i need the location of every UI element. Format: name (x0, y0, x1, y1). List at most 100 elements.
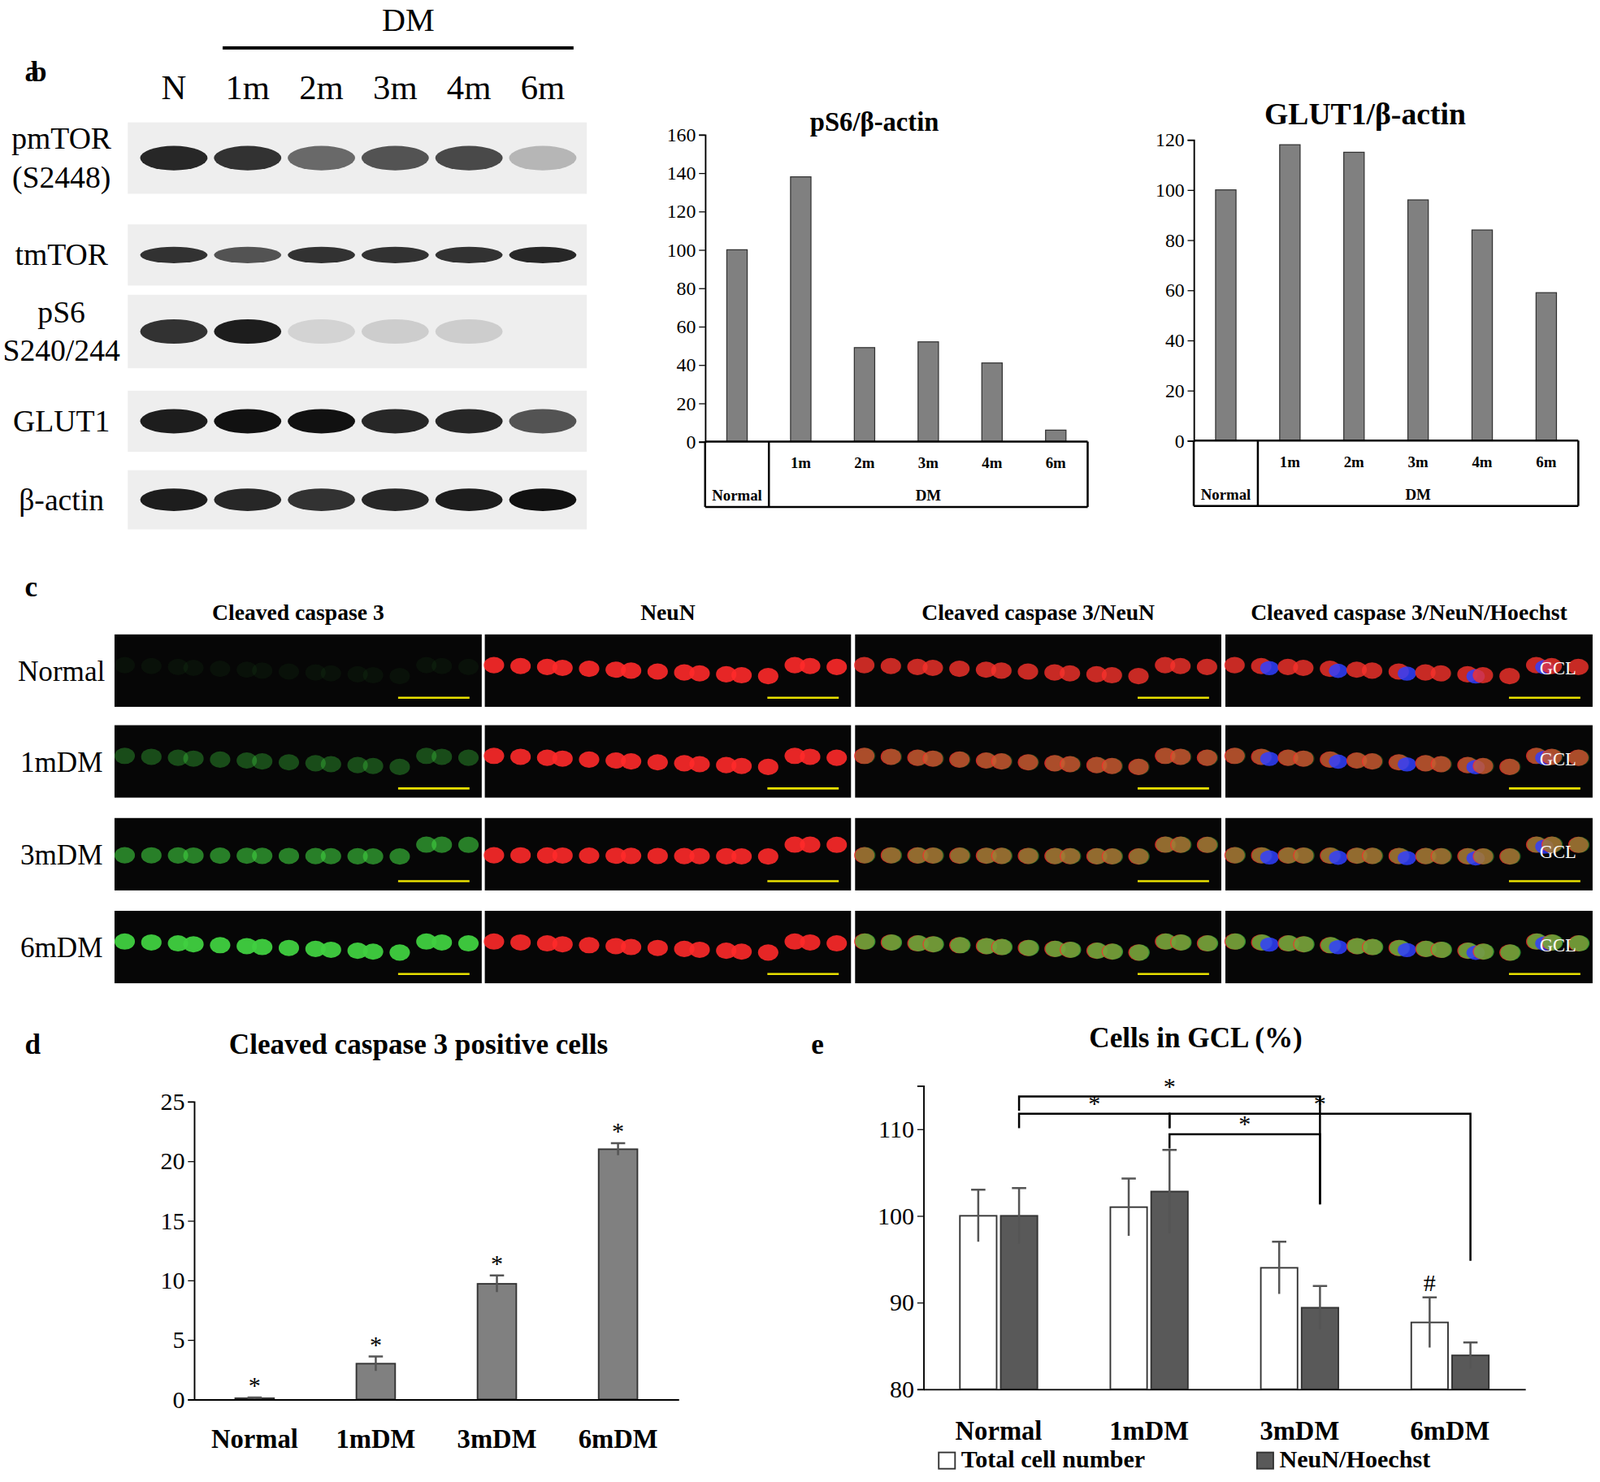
cell-red (826, 935, 847, 952)
scale-bar (767, 787, 839, 790)
cell-red (689, 941, 710, 959)
cell-green (458, 935, 479, 952)
cell-green (1294, 750, 1315, 768)
y-tick: 5 (172, 1326, 194, 1354)
error-bar (971, 1189, 986, 1242)
cell-red (578, 660, 599, 677)
column-title: NeuN (640, 599, 696, 625)
bar (1045, 429, 1067, 442)
cell-green (1197, 935, 1219, 952)
tick-mark (698, 364, 706, 366)
column-title: Cleaved caspase 3/NeuN (921, 599, 1155, 625)
column-title: Cleaved caspase 3 (212, 599, 385, 625)
cell-green (141, 847, 162, 864)
cell-green (1129, 848, 1150, 865)
bar-annotation: * (369, 1331, 382, 1359)
significance-label: * (1313, 1089, 1327, 1118)
tick-label: 110 (878, 1115, 915, 1144)
column-title: Cleaved caspase 3/NeuN/Hoechst (1250, 599, 1568, 625)
cell-red (483, 657, 504, 674)
cell-red (647, 663, 668, 680)
x-tick-label: Normal (955, 1416, 1043, 1446)
cell-green (1500, 944, 1521, 961)
cell-green (389, 944, 410, 961)
micrograph (854, 725, 1222, 798)
band (140, 319, 209, 344)
axis-line (194, 1399, 679, 1401)
tick-label: 80 (1165, 229, 1185, 252)
cell-green (1431, 848, 1453, 865)
micrograph-bg (114, 818, 482, 891)
frame-line (1086, 442, 1089, 508)
cell-green (881, 658, 902, 675)
error-stem (1318, 1286, 1322, 1330)
cell-green (992, 939, 1013, 956)
micrograph (114, 910, 482, 984)
significance-label: * (1088, 1089, 1101, 1118)
row-label: β-actin (18, 482, 105, 517)
micrograph (854, 634, 1222, 707)
error-cap (1121, 1177, 1137, 1180)
scale-bar (1508, 787, 1581, 790)
significance-bracket (1169, 1114, 1470, 1262)
panel-letter: d (24, 1028, 41, 1061)
cell-green (114, 657, 135, 674)
tick-label: 25 (160, 1088, 185, 1116)
cell-red (578, 847, 599, 864)
blot-strip (127, 390, 587, 452)
band (287, 488, 356, 512)
y-tick: 100 (877, 1202, 924, 1231)
micrograph (1224, 818, 1593, 891)
tick-mark (1188, 239, 1195, 241)
cell-green (320, 755, 342, 772)
group-label: DM (915, 486, 942, 504)
y-tick: 40 (676, 354, 706, 376)
band (213, 408, 282, 434)
row-label: 6mDM (20, 932, 103, 964)
cell-green (992, 662, 1013, 679)
y-tick: 100 (667, 239, 706, 261)
x-tick-label: 6mDM (1410, 1416, 1491, 1446)
cell-red (578, 936, 599, 954)
cell-red (483, 747, 504, 764)
group-label: DM (381, 1, 435, 39)
lane-label: N (161, 68, 187, 107)
cell-red (483, 933, 504, 950)
y-tick: 20 (160, 1147, 194, 1176)
cell-green (1102, 943, 1124, 960)
x-tick: 1mDM (1109, 1389, 1189, 1446)
legend-swatch (1257, 1452, 1274, 1470)
cell-green (854, 933, 876, 950)
cell-green (209, 847, 230, 864)
y-tick: 80 (1165, 229, 1194, 252)
micrograph (114, 725, 482, 798)
error-cap (1011, 1187, 1027, 1190)
cell-green (992, 847, 1013, 864)
lane-label: 6m (520, 68, 566, 107)
cell-green (1197, 659, 1219, 676)
x-tick-label: Normal (211, 1424, 299, 1454)
cell-red (620, 662, 642, 679)
scale-bar (1137, 880, 1210, 883)
micrograph-bg (485, 634, 852, 707)
tick-label: 90 (889, 1288, 915, 1317)
micrograph-bg (854, 818, 1222, 891)
cell-green (1294, 936, 1315, 953)
y-tick: 25 (160, 1088, 194, 1116)
error-stem (1278, 1241, 1281, 1294)
cell-green (389, 848, 410, 865)
x-axis-line (705, 440, 1089, 443)
tick-label: 0 (1175, 430, 1185, 452)
cell-green (1500, 667, 1521, 685)
cell-green (923, 659, 945, 677)
cell-blue (1260, 751, 1280, 767)
cell-red (620, 939, 642, 956)
cell-green (1225, 747, 1246, 764)
micrograph (1224, 910, 1593, 984)
band (287, 408, 356, 434)
cell-green (1225, 847, 1246, 864)
figure: aDMN1m2m3m4m6mpmTOR(S2448)tmTORpS6S240/2… (0, 0, 1600, 1482)
row-label: GLUT1 (13, 403, 110, 438)
micrograph (114, 634, 482, 707)
frame-line (1193, 504, 1579, 508)
